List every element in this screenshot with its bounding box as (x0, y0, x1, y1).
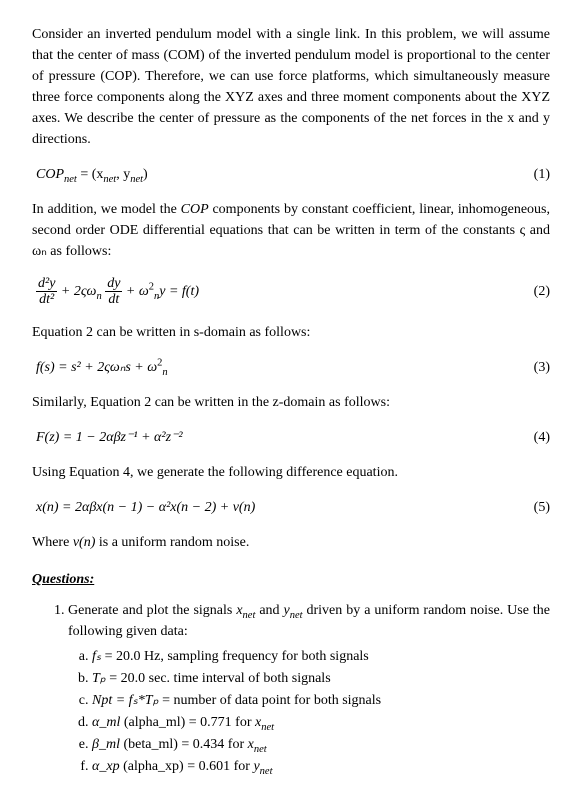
eq1-expression: COPnet = (xnet, ynet) (32, 164, 148, 185)
sf-a: α_xp (92, 759, 120, 774)
equation-3: f(s) = s² + 2ςωₙs + ω2n (3) (32, 357, 550, 378)
sa-a: fₛ (92, 649, 101, 664)
eq2-plus1: + 2ςω (57, 284, 96, 299)
sd-b: (alpha_ml) = 0.771 for (120, 715, 255, 730)
eq2-frac1: d²y dt² (36, 276, 57, 308)
eq1-rhs-c: ) (143, 167, 148, 182)
equation-4: F(z) = 1 − 2αβz⁻¹ + α²z⁻² (4) (32, 427, 550, 448)
eq1-rhs-a: = (x (77, 167, 104, 182)
q1-xnet: net (243, 610, 256, 621)
p2-cop: COP (181, 202, 209, 217)
paragraph-6: Where v(n) is a uniform random noise. (32, 532, 550, 553)
paragraph-2: In addition, we model the COP components… (32, 199, 550, 262)
sf-net: net (260, 766, 273, 777)
eq5-expression: x(n) = 2αβx(n − 1) − α²x(n − 2) + v(n) (32, 497, 255, 518)
eq2-f1den: dt² (36, 292, 57, 307)
eq2-number: (2) (534, 281, 550, 302)
se-b: (beta_ml) = 0.434 for (120, 737, 248, 752)
eq2-f2den: dt (105, 292, 122, 307)
sf-b: (alpha_xp) = 0.601 for (120, 759, 254, 774)
equation-1: COPnet = (xnet, ynet) (1) (32, 164, 550, 185)
sb-a: Tₚ (92, 671, 106, 686)
eq1-lhs: COP (36, 167, 64, 182)
sub-a: fₛ = 20.0 Hz, sampling frequency for bot… (92, 646, 550, 667)
eq2-expression: d²y dt² + 2ςωn dy dt + ω2ny = f(t) (32, 276, 199, 308)
eq1-sub: net (64, 174, 77, 185)
paragraph-5: Using Equation 4, we generate the follow… (32, 462, 550, 483)
sub-d: α_ml (alpha_ml) = 0.771 for xnet (92, 712, 550, 733)
se-a: β_ml (92, 737, 120, 752)
eq4-expression: F(z) = 1 − 2αβz⁻¹ + α²z⁻² (32, 427, 183, 448)
question-list: Generate and plot the signals xnet and y… (32, 600, 550, 777)
equation-2: d²y dt² + 2ςωn dy dt + ω2ny = f(t) (2) (32, 276, 550, 308)
eq4-number: (4) (534, 427, 550, 448)
eq3-n: n (162, 367, 167, 378)
q1-and: and (255, 603, 283, 618)
sub-e: β_ml (beta_ml) = 0.434 for xnet (92, 734, 550, 755)
eq2-plus2: + ω (122, 284, 148, 299)
sa-b: = 20.0 Hz, sampling frequency for both s… (101, 649, 369, 664)
eq2-frac2: dy dt (105, 276, 122, 308)
eq1-rhs-b: , y (116, 167, 130, 182)
eq2-f2num: dy (105, 276, 122, 292)
eq3-expression: f(s) = s² + 2ςωₙs + ω2n (32, 357, 168, 378)
p6-a: Where (32, 535, 73, 550)
sub-b: Tₚ = 20.0 sec. time interval of both sig… (92, 668, 550, 689)
paragraph-intro: Consider an inverted pendulum model with… (32, 24, 550, 150)
eq1-sub-y: net (130, 174, 143, 185)
equation-5: x(n) = 2αβx(n − 1) − α²x(n − 2) + v(n) (… (32, 497, 550, 518)
p2-a: In addition, we model the (32, 202, 181, 217)
sb-b: = 20.0 sec. time interval of both signal… (106, 671, 331, 686)
paragraph-4: Similarly, Equation 2 can be written in … (32, 392, 550, 413)
p6-v: v(n) (73, 535, 96, 550)
sub-f: α_xp (alpha_xp) = 0.601 for ynet (92, 756, 550, 777)
eq2-f1num: d²y (36, 276, 57, 292)
sub-c: Npt = fₛ*Tₚ = number of data point for b… (92, 690, 550, 711)
sd-a: α_ml (92, 715, 120, 730)
sc-b: = number of data point for both signals (159, 693, 382, 708)
eq3-text: f(s) = s² + 2ςωₙs + ω (36, 360, 157, 375)
eq3-number: (3) (534, 357, 550, 378)
paragraph-3: Equation 2 can be written in s-domain as… (32, 322, 550, 343)
sd-net: net (261, 722, 274, 733)
sub-list: fₛ = 20.0 Hz, sampling frequency for bot… (68, 646, 550, 777)
q1-a: Generate and plot the signals (68, 603, 236, 618)
q1-ynet: net (290, 610, 303, 621)
eq2-yeq: y = f(t) (159, 284, 199, 299)
eq2-n1: n (96, 291, 101, 302)
eq5-number: (5) (534, 497, 550, 518)
eq1-number: (1) (534, 164, 550, 185)
questions-heading: Questions: (32, 569, 550, 590)
se-net: net (254, 744, 267, 755)
sc-a: Npt = fₛ*Tₚ (92, 693, 159, 708)
p6-b: is a uniform random noise. (95, 535, 249, 550)
question-1: Generate and plot the signals xnet and y… (68, 600, 550, 777)
eq1-sub-x: net (103, 174, 116, 185)
